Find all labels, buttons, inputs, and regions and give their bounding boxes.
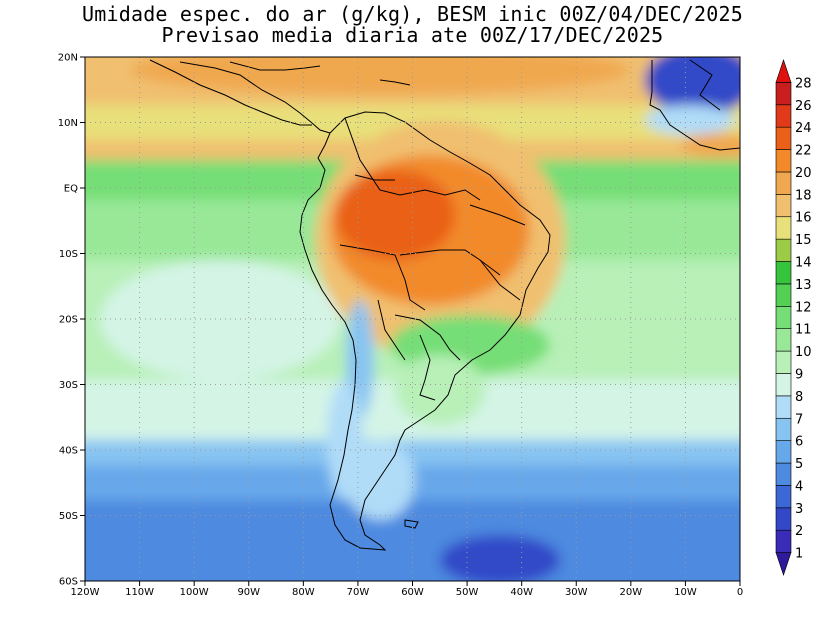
- lon-label: 90W: [237, 587, 260, 598]
- colorbar-label: 9: [795, 367, 803, 382]
- lon-label: 10W: [674, 587, 697, 598]
- map-grid: [85, 57, 740, 581]
- colorbar-swatch: [775, 462, 792, 486]
- colorbar-swatch: [775, 417, 792, 441]
- lat-label: 50S: [59, 511, 78, 522]
- colorbar-label: 12: [795, 300, 812, 315]
- colorbar-label: 22: [795, 144, 812, 159]
- colorbar-swatch: [775, 261, 792, 285]
- chart-title-line-1: Umidade espec. do ar (g/kg), BESM inic 0…: [81, 2, 743, 26]
- lon-label: 120W: [71, 587, 100, 598]
- lon-label: 100W: [180, 587, 209, 598]
- humidity-field: [85, 57, 740, 581]
- colorbar-label: 1: [795, 547, 803, 562]
- lon-label: 60W: [401, 587, 424, 598]
- colorbar-label: 5: [795, 457, 803, 472]
- colorbar-label: 3: [795, 502, 803, 517]
- lat-label: EQ: [64, 184, 78, 195]
- colorbar-swatch: [775, 216, 792, 240]
- colorbar-swatch: [775, 238, 792, 262]
- colorbar-label: 15: [795, 233, 812, 248]
- colorbar-label: 18: [795, 188, 812, 203]
- colorbar-swatch: [775, 350, 792, 374]
- colorbar-label: 26: [795, 99, 812, 114]
- coastlines: [149, 59, 740, 551]
- colorbar-swatch: [775, 395, 792, 419]
- latitude-labels: 20N 10N EQ 10S 20S 30S 40S 50S 60S: [58, 53, 85, 588]
- colorbar-label: 8: [795, 390, 803, 405]
- lat-label: 40S: [59, 446, 78, 457]
- colorbar-swatch: [775, 440, 792, 464]
- colorbar-swatch: [775, 507, 792, 531]
- lat-label: 20S: [59, 315, 78, 326]
- lon-label: 40W: [510, 587, 533, 598]
- lat-label: 10S: [59, 249, 78, 260]
- colorbar-swatch: [775, 485, 792, 509]
- lat-label: 20N: [58, 53, 78, 64]
- lon-label: 70W: [347, 587, 370, 598]
- colorbar-swatch: [775, 82, 792, 106]
- lat-label: 60S: [59, 577, 78, 588]
- colorbar-swatch: [775, 529, 792, 553]
- colorbar-swatch: [775, 104, 792, 128]
- lat-label: 10N: [58, 118, 78, 129]
- colorbar-label: 7: [795, 412, 803, 427]
- lon-label: 0: [737, 587, 743, 598]
- lon-label: 50W: [456, 587, 479, 598]
- lon-label: 30W: [565, 587, 588, 598]
- colorbar-label: 6: [795, 435, 803, 450]
- colorbar-swatch: [775, 328, 792, 352]
- colorbar-swatch: [775, 126, 792, 150]
- lon-label: 110W: [125, 587, 154, 598]
- lat-label: 30S: [59, 380, 78, 391]
- colorbar-label: 10: [795, 345, 812, 360]
- colorbar-swatch: [775, 171, 792, 195]
- colorbar-swatch: [775, 306, 792, 329]
- colorbar-label: 11: [795, 323, 812, 338]
- colorbar-swatch: [775, 373, 792, 397]
- colorbar-label: 20: [795, 166, 812, 181]
- lon-label: 20W: [620, 587, 643, 598]
- colorbar-label: 16: [795, 211, 812, 226]
- lon-label: 80W: [292, 587, 315, 598]
- colorbar-label: 14: [795, 256, 812, 271]
- colorbar-triangle-low: [775, 552, 792, 576]
- chart-title-line-2: Previsao media diaria ate 00Z/17/DEC/202…: [161, 23, 664, 47]
- colorbar-swatch: [775, 283, 792, 307]
- colorbar-label: 2: [795, 524, 803, 539]
- colorbar-label: 13: [795, 278, 812, 293]
- longitude-labels: 120W 110W 100W 90W 80W 70W 60W 50W 40W 30W 20W 10W 0: [71, 581, 743, 598]
- colorbar-swatch: [775, 149, 792, 173]
- colorbar-label: 24: [795, 121, 812, 136]
- colorbar-label: 28: [795, 76, 812, 91]
- colorbar-label: 4: [795, 479, 803, 494]
- colorbar-triangle-high: [775, 59, 792, 83]
- colorbar-swatch: [775, 194, 792, 218]
